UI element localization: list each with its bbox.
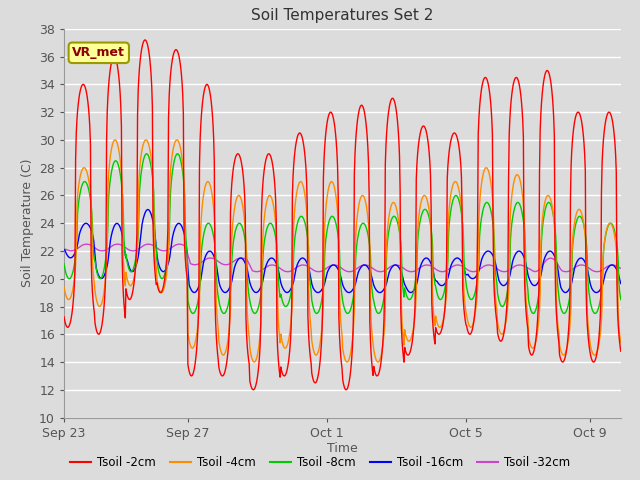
Tsoil -16cm	[376, 289, 384, 295]
Tsoil -16cm	[511, 253, 518, 259]
Tsoil -8cm	[377, 308, 385, 314]
Tsoil -8cm	[264, 223, 272, 229]
Tsoil -16cm	[192, 289, 200, 295]
Tsoil -32cm	[192, 262, 200, 267]
Line: Tsoil -4cm: Tsoil -4cm	[64, 140, 621, 362]
Tsoil -2cm	[80, 82, 88, 88]
Tsoil -4cm	[250, 359, 258, 365]
Tsoil -4cm	[264, 195, 272, 201]
Tsoil -8cm	[143, 151, 150, 156]
Tsoil -32cm	[376, 269, 384, 275]
Tsoil -4cm	[377, 354, 385, 360]
Tsoil -2cm	[511, 76, 519, 82]
Tsoil -4cm	[617, 340, 625, 346]
Tsoil -8cm	[193, 305, 200, 311]
Tsoil -2cm	[60, 314, 68, 320]
Tsoil -8cm	[294, 220, 301, 226]
Tsoil -2cm	[264, 153, 271, 158]
Tsoil -32cm	[60, 246, 68, 252]
Y-axis label: Soil Temperature (C): Soil Temperature (C)	[20, 159, 33, 288]
Tsoil -32cm	[617, 265, 625, 271]
Tsoil -8cm	[60, 261, 68, 267]
Line: Tsoil -32cm: Tsoil -32cm	[64, 244, 621, 272]
Tsoil -16cm	[60, 247, 68, 252]
Tsoil -4cm	[80, 165, 88, 170]
Tsoil -16cm	[80, 221, 88, 227]
Tsoil -8cm	[80, 179, 88, 185]
Text: VR_met: VR_met	[72, 46, 125, 60]
Tsoil -32cm	[511, 264, 518, 269]
Tsoil -16cm	[264, 260, 271, 265]
Tsoil -32cm	[264, 264, 271, 269]
Tsoil -4cm	[511, 175, 519, 180]
Line: Tsoil -2cm: Tsoil -2cm	[64, 40, 621, 390]
Tsoil -4cm	[173, 137, 180, 143]
Tsoil -32cm	[293, 264, 301, 270]
Title: Soil Temperatures Set 2: Soil Temperatures Set 2	[252, 9, 433, 24]
Tsoil -32cm	[83, 241, 90, 247]
Tsoil -4cm	[60, 284, 68, 290]
X-axis label: Time: Time	[327, 443, 358, 456]
Tsoil -2cm	[617, 348, 625, 354]
Tsoil -16cm	[144, 207, 152, 213]
Tsoil -2cm	[293, 136, 301, 142]
Tsoil -16cm	[293, 263, 301, 269]
Tsoil -4cm	[294, 185, 301, 191]
Tsoil -8cm	[617, 297, 625, 302]
Tsoil -8cm	[511, 204, 519, 210]
Tsoil -16cm	[593, 289, 600, 295]
Tsoil -2cm	[192, 357, 200, 362]
Line: Tsoil -8cm: Tsoil -8cm	[64, 154, 621, 313]
Tsoil -16cm	[617, 281, 625, 287]
Tsoil -32cm	[80, 241, 88, 247]
Tsoil -2cm	[141, 37, 149, 43]
Tsoil -8cm	[189, 311, 197, 316]
Tsoil -32cm	[593, 269, 601, 275]
Tsoil -4cm	[192, 338, 200, 344]
Tsoil -2cm	[342, 387, 350, 393]
Legend: Tsoil -2cm, Tsoil -4cm, Tsoil -8cm, Tsoil -16cm, Tsoil -32cm: Tsoil -2cm, Tsoil -4cm, Tsoil -8cm, Tsoi…	[65, 452, 575, 474]
Line: Tsoil -16cm: Tsoil -16cm	[64, 210, 621, 292]
Tsoil -2cm	[377, 361, 385, 367]
